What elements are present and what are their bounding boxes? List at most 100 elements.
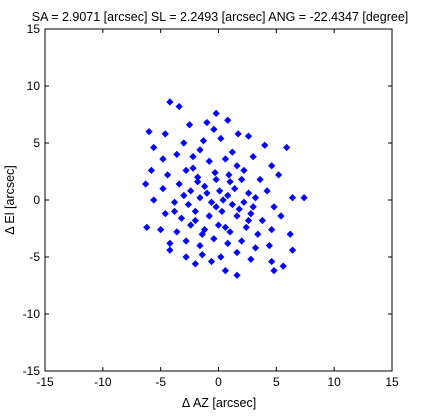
data-point <box>249 153 257 161</box>
data-point <box>161 130 169 138</box>
data-point <box>265 241 274 250</box>
x-tick-label: -15 <box>36 375 54 389</box>
x-tick-label: 0 <box>215 375 222 389</box>
data-point <box>228 200 237 209</box>
data-point <box>145 127 153 136</box>
data-point <box>185 121 194 129</box>
x-axis-label: Δ AZ [arcsec] <box>182 396 256 410</box>
data-point <box>249 203 257 211</box>
data-point <box>256 175 264 184</box>
data-point <box>212 203 220 211</box>
x-tick-label: -5 <box>155 375 166 389</box>
data-point <box>189 153 197 161</box>
data-points <box>142 98 308 279</box>
data-point <box>254 230 262 238</box>
data-point <box>261 141 269 149</box>
data-point <box>191 260 199 268</box>
data-point <box>196 194 204 202</box>
data-point <box>221 155 230 163</box>
x-axis: -15 -10 -5 0 5 10 15 <box>36 29 399 389</box>
data-point <box>268 226 276 234</box>
data-point <box>270 203 278 211</box>
data-point <box>184 200 193 209</box>
data-point <box>247 210 255 218</box>
data-point <box>210 235 218 243</box>
data-point <box>211 169 219 177</box>
data-point <box>175 180 183 188</box>
y-tick-label: 10 <box>27 79 41 93</box>
data-point <box>196 146 204 154</box>
data-point <box>225 171 233 179</box>
data-point <box>166 246 174 254</box>
data-point <box>205 157 213 165</box>
data-point <box>221 267 230 275</box>
data-point <box>175 102 183 111</box>
data-point <box>244 189 253 197</box>
data-point <box>194 178 202 186</box>
data-point <box>157 226 165 234</box>
data-point <box>207 257 216 266</box>
data-point <box>300 194 308 202</box>
data-point <box>235 205 243 213</box>
data-point <box>177 214 186 222</box>
data-point <box>214 221 223 229</box>
data-point <box>159 184 167 193</box>
data-point <box>207 198 216 206</box>
y-tick-label: 0 <box>33 193 40 207</box>
data-point <box>191 216 199 225</box>
x-tick-label: 10 <box>327 375 341 389</box>
data-point <box>189 164 197 172</box>
chart-title: SA = 2.9071 [arcsec] SL = 2.2493 [arcsec… <box>32 10 409 24</box>
data-point <box>173 228 181 236</box>
x-tick-label: -10 <box>94 375 112 389</box>
y-tick-label: 5 <box>33 136 40 150</box>
data-point <box>268 257 276 266</box>
data-point <box>143 223 151 231</box>
data-point <box>242 223 250 231</box>
data-point <box>187 187 195 195</box>
data-point <box>226 228 234 236</box>
x-tick-label: 15 <box>385 375 399 389</box>
data-point <box>275 171 283 179</box>
data-point <box>182 166 190 174</box>
data-point <box>244 132 253 140</box>
data-point <box>228 148 237 156</box>
data-point <box>212 175 220 184</box>
data-point <box>180 191 188 200</box>
data-point <box>270 267 278 275</box>
data-point <box>268 162 276 170</box>
data-point <box>233 271 241 279</box>
data-point <box>182 237 190 245</box>
data-point <box>224 116 232 124</box>
data-point <box>288 194 297 202</box>
data-point <box>200 182 209 190</box>
data-point <box>217 253 225 261</box>
data-point <box>286 230 294 238</box>
data-point <box>212 109 220 117</box>
data-point <box>218 207 226 216</box>
data-point <box>187 221 195 229</box>
data-point <box>142 180 150 188</box>
data-point <box>147 166 156 174</box>
data-point <box>251 194 260 202</box>
data-point <box>166 98 174 106</box>
data-point <box>217 134 225 143</box>
data-point <box>203 118 211 127</box>
data-point <box>244 216 253 225</box>
y-axis: -15 -10 -5 0 5 10 15 <box>23 22 392 378</box>
plot-area <box>44 28 393 372</box>
data-point <box>182 253 190 261</box>
data-point <box>233 162 241 170</box>
data-point <box>203 189 211 197</box>
data-point <box>161 210 169 218</box>
y-axis-label: Δ El [arcsec] <box>3 165 17 234</box>
data-point <box>219 196 227 204</box>
data-point <box>198 230 206 238</box>
data-point <box>199 137 208 145</box>
data-point <box>166 239 174 247</box>
data-point <box>258 216 267 225</box>
y-tick-label: -5 <box>29 250 40 264</box>
data-point <box>221 223 230 231</box>
data-point <box>180 139 188 147</box>
